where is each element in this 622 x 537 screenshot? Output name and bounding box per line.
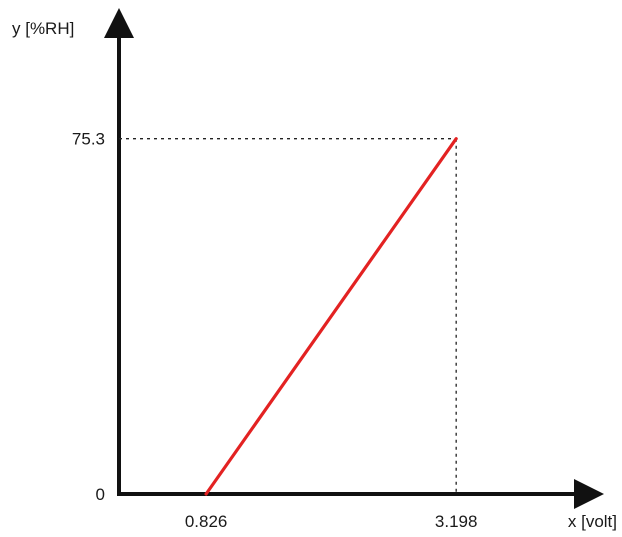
x-axis-label: x [volt] (568, 512, 617, 531)
x-tick-label: 0.826 (185, 512, 228, 531)
y-axis-arrow (104, 8, 134, 38)
y-axis-label: y [%RH] (12, 19, 74, 38)
x-axis-arrow (574, 479, 604, 509)
x-tick-label: 3.198 (435, 512, 478, 531)
y-tick-label: 0 (96, 485, 105, 504)
series-line (204, 137, 458, 496)
y-tick-label: 75.3 (72, 130, 105, 149)
